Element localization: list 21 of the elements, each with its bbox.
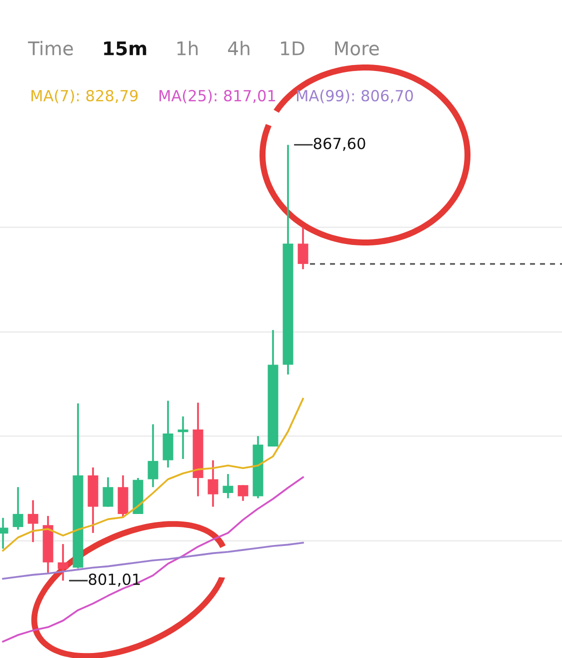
candlestick [178,416,188,460]
text: MA(99): 806,70 [297,90,413,104]
text: 1D [281,42,304,56]
text: 1h [177,40,198,56]
text: Time [28,40,73,56]
candlestick [238,484,248,502]
candlestick [148,423,158,488]
text: MA(25): 817,01 [160,90,276,104]
text: MA(7): 828,79 [32,90,138,104]
text: 4h [228,40,250,56]
text: 15m [104,42,146,56]
annotation: 801,01 [88,574,140,587]
candlestick [298,226,308,270]
candlestick [208,459,218,508]
text: 867,60 [314,138,366,151]
candlestick [222,473,234,500]
candlestick [102,476,114,508]
candlestick [58,543,68,582]
candlestick [12,486,24,531]
text: More [335,42,379,56]
candlestick [28,499,38,543]
